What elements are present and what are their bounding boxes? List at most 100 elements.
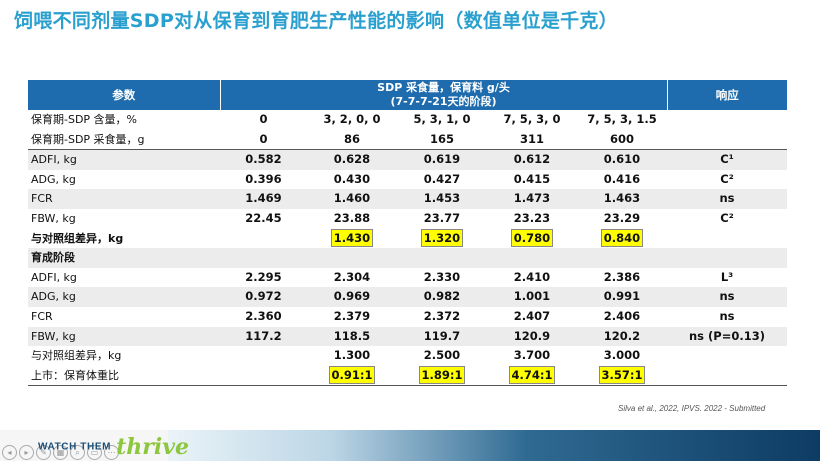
cell-value: 2.410: [513, 269, 551, 284]
cell-value-highlight: 0.91:1: [307, 365, 397, 387]
cell-value: 0.415: [513, 171, 551, 186]
cell-value: 0.619: [397, 149, 487, 170]
circle-nav-icon[interactable]: ✎: [36, 445, 51, 460]
row-label: 与对照组差异，kg: [31, 231, 124, 245]
cell-response: [667, 365, 787, 387]
row-label: 保育期-SDP 含量，%: [31, 113, 138, 126]
row-label: ADFI, kg: [31, 270, 77, 284]
cell-value: [220, 229, 307, 249]
citation: Silva et al., 2022, IPVS. 2022 - Submitt…: [618, 404, 766, 413]
table-row: 上市：保育体重比 0.91:1 1.89:1 4.74:1 3.57:1: [28, 365, 787, 387]
cell-value: 118.5: [307, 326, 397, 347]
cell-response: [667, 229, 787, 249]
cell-value: [220, 346, 307, 366]
table-row: ADFI, kg 0.582 0.628 0.619 0.612 0.610 C…: [28, 149, 787, 170]
cell-value: 0.612: [487, 149, 577, 170]
cell-value: 2.406: [603, 308, 641, 323]
table-row: FCR 1.469 1.460 1.453 1.473 1.463 ns: [28, 189, 787, 209]
cell-value: 120.2: [577, 326, 667, 347]
table-row: 与对照组差异，kg 1.430 1.320 0.780 0.840: [28, 228, 787, 249]
cell-value: 23.77: [423, 210, 461, 225]
table-row: FCR 2.360 2.379 2.372 2.407 2.406 ns: [28, 307, 787, 327]
cell-value: 2.372: [423, 308, 461, 323]
table-row: ADFI, kg 2.295 2.304 2.330 2.410 2.386 L…: [28, 268, 787, 288]
table-row: 与对照组差异，kg 1.300 2.500 3.700 3.000: [28, 346, 787, 366]
cell-value: 2.379: [333, 308, 371, 323]
circle-nav-icon[interactable]: ◂: [2, 445, 17, 460]
cell-value: 5, 3, 1, 0: [413, 112, 471, 126]
cell-value: 0.396: [245, 171, 282, 186]
cell-value: 3.700: [513, 348, 551, 363]
cell-value: 0: [259, 112, 268, 126]
cell-value: 2.500: [423, 348, 461, 363]
cell-response: [667, 129, 787, 151]
cell-value: 1.460: [307, 189, 397, 209]
cell-value: 0: [220, 129, 307, 151]
cell-value-highlight: 3.57:1: [577, 365, 667, 387]
performance-table: 参数 SDP 采食量，保育料 g/头 (7-7-7-21天的阶段) 响应 保育期…: [28, 80, 787, 387]
cell-value: 1.001: [487, 287, 577, 307]
cell-value: 7, 5, 3, 0: [503, 112, 561, 126]
cell-response: L³: [720, 269, 734, 284]
row-label: FCR: [31, 309, 53, 323]
cell-value: 600: [577, 129, 667, 151]
page-title: 饲喂不同剂量SDP对从保育到育肥生产性能的影响（数值单位是千克）: [14, 10, 618, 32]
cell-value-highlight: 1.430: [307, 228, 397, 249]
row-label: FCR: [28, 189, 220, 209]
cell-value-highlight: 4.74:1: [487, 365, 577, 387]
cell-value: 0.416: [603, 171, 641, 186]
cell-value: 1.300: [333, 348, 371, 363]
section-label: 育成阶段: [28, 248, 220, 268]
cell-response: [667, 110, 787, 130]
cell-value: 0.610: [577, 149, 667, 170]
row-label: ADFI, kg: [28, 149, 220, 170]
header-param: 参数: [28, 80, 221, 110]
circle-nav-icon[interactable]: ⋯: [104, 445, 119, 460]
cell-value: 1.469: [220, 189, 307, 209]
table-row-section: 育成阶段: [28, 248, 787, 268]
cell-value-highlight: 1.89:1: [397, 365, 487, 387]
cell-value: 0.982: [397, 287, 487, 307]
cell-value: 1.453: [397, 189, 487, 209]
header-dose-line2: (7-7-7-21天的阶段): [390, 95, 497, 108]
cell-value: 86: [307, 129, 397, 151]
cell-response: ns: [667, 287, 787, 307]
cell-value-highlight: 1.320: [397, 228, 487, 249]
brand-watch-text: WATCH THEM: [38, 441, 112, 453]
brand-logo: WATCH THEM thrive: [38, 434, 190, 460]
table-row: FBW, kg 117.2 118.5 119.7 120.9 120.2 ns…: [28, 326, 787, 347]
cell-value: 0.430: [333, 171, 371, 186]
footer-hexagon-pattern: [168, 430, 820, 461]
cell-value: 2.295: [245, 269, 282, 284]
cell-value: 311: [487, 129, 577, 151]
cell-response: ns (P=0.13): [667, 326, 787, 347]
table-row: ADG, kg 0.972 0.969 0.982 1.001 0.991 ns: [28, 287, 787, 307]
brand-thrive-text: thrive: [116, 434, 190, 460]
table-row: ADG, kg 0.396 0.430 0.427 0.415 0.416 C²: [28, 170, 787, 190]
cell-response: ns: [667, 189, 787, 209]
cell-value: 0.969: [307, 287, 397, 307]
table-row: FBW, kg 22.45 23.88 23.77 23.23 23.29 C²: [28, 209, 787, 229]
row-label: 保育期-SDP 采食量，g: [28, 129, 220, 151]
cell-response: C²: [720, 171, 734, 186]
circle-nav-icon[interactable]: ▦: [53, 445, 68, 460]
cell-value: 120.9: [487, 326, 577, 347]
cell-value: 2.304: [333, 269, 371, 284]
cell-value: 0.582: [220, 149, 307, 170]
row-label: ADG, kg: [31, 172, 76, 186]
cell-value: 1.473: [487, 189, 577, 209]
cell-value: 0.427: [423, 171, 461, 186]
circle-nav-icon[interactable]: ▭: [87, 445, 102, 460]
cell-response: [667, 346, 787, 366]
row-label: FBW, kg: [28, 326, 220, 347]
cell-value: 23.29: [603, 210, 641, 225]
circle-nav-icon[interactable]: ⌕: [70, 445, 85, 460]
cell-response: C¹: [667, 149, 787, 170]
circle-nav-icon[interactable]: ▸: [19, 445, 34, 460]
slide-nav-controls: ◂ ▸ ✎ ▦ ⌕ ▭ ⋯: [2, 440, 121, 460]
row-label: 上市：保育体重比: [28, 365, 220, 387]
row-label: ADG, kg: [28, 287, 220, 307]
cell-value: 2.407: [513, 308, 551, 323]
cell-value: 2.386: [603, 269, 641, 284]
header-dose-line1: SDP 采食量，保育料 g/头: [377, 81, 510, 94]
